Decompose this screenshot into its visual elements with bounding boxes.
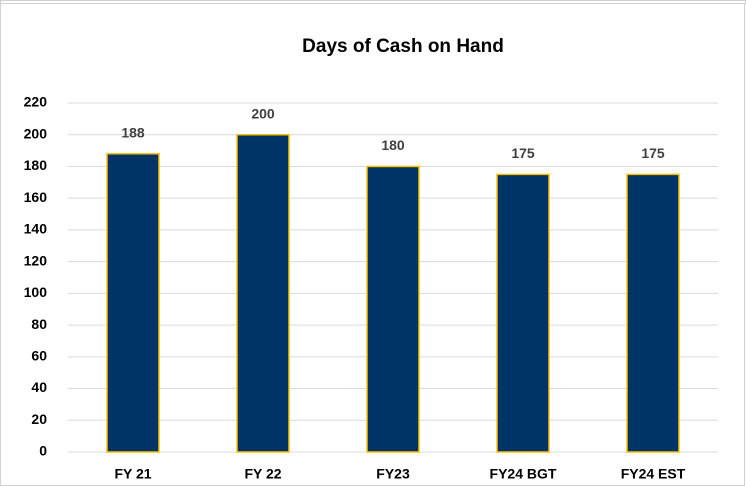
- y-tick-label: 140: [24, 221, 48, 237]
- y-tick-label: 0: [39, 443, 47, 459]
- x-tick-label: FY24 BGT: [490, 466, 557, 482]
- bar: [236, 133, 290, 453]
- x-tick-label: FY 21: [114, 466, 151, 482]
- y-tick-label: 180: [24, 157, 48, 173]
- x-tick-label: FY23: [376, 466, 410, 482]
- bar: [366, 165, 420, 453]
- bar: [496, 173, 550, 453]
- y-tick-label: 60: [31, 348, 47, 364]
- data-label: 180: [381, 137, 405, 153]
- y-tick-label: 80: [31, 316, 47, 332]
- x-tick-label: FY 22: [244, 466, 281, 482]
- bar: [106, 153, 160, 453]
- chart-title: Days of Cash on Hand: [302, 36, 504, 57]
- data-label: 200: [251, 105, 275, 121]
- data-label: 175: [641, 145, 665, 161]
- y-tick-label: 100: [24, 284, 48, 300]
- y-tick-label: 220: [24, 94, 48, 110]
- data-label: 188: [121, 124, 145, 140]
- bar: [626, 173, 680, 453]
- y-tick-label: 120: [24, 252, 48, 268]
- x-tick-label: FY24 EST: [621, 466, 686, 482]
- data-label: 175: [511, 145, 535, 161]
- y-tick-label: 20: [31, 411, 47, 427]
- y-tick-label: 40: [31, 379, 47, 395]
- y-tick-label: 160: [24, 189, 48, 205]
- y-tick-label: 200: [24, 125, 48, 141]
